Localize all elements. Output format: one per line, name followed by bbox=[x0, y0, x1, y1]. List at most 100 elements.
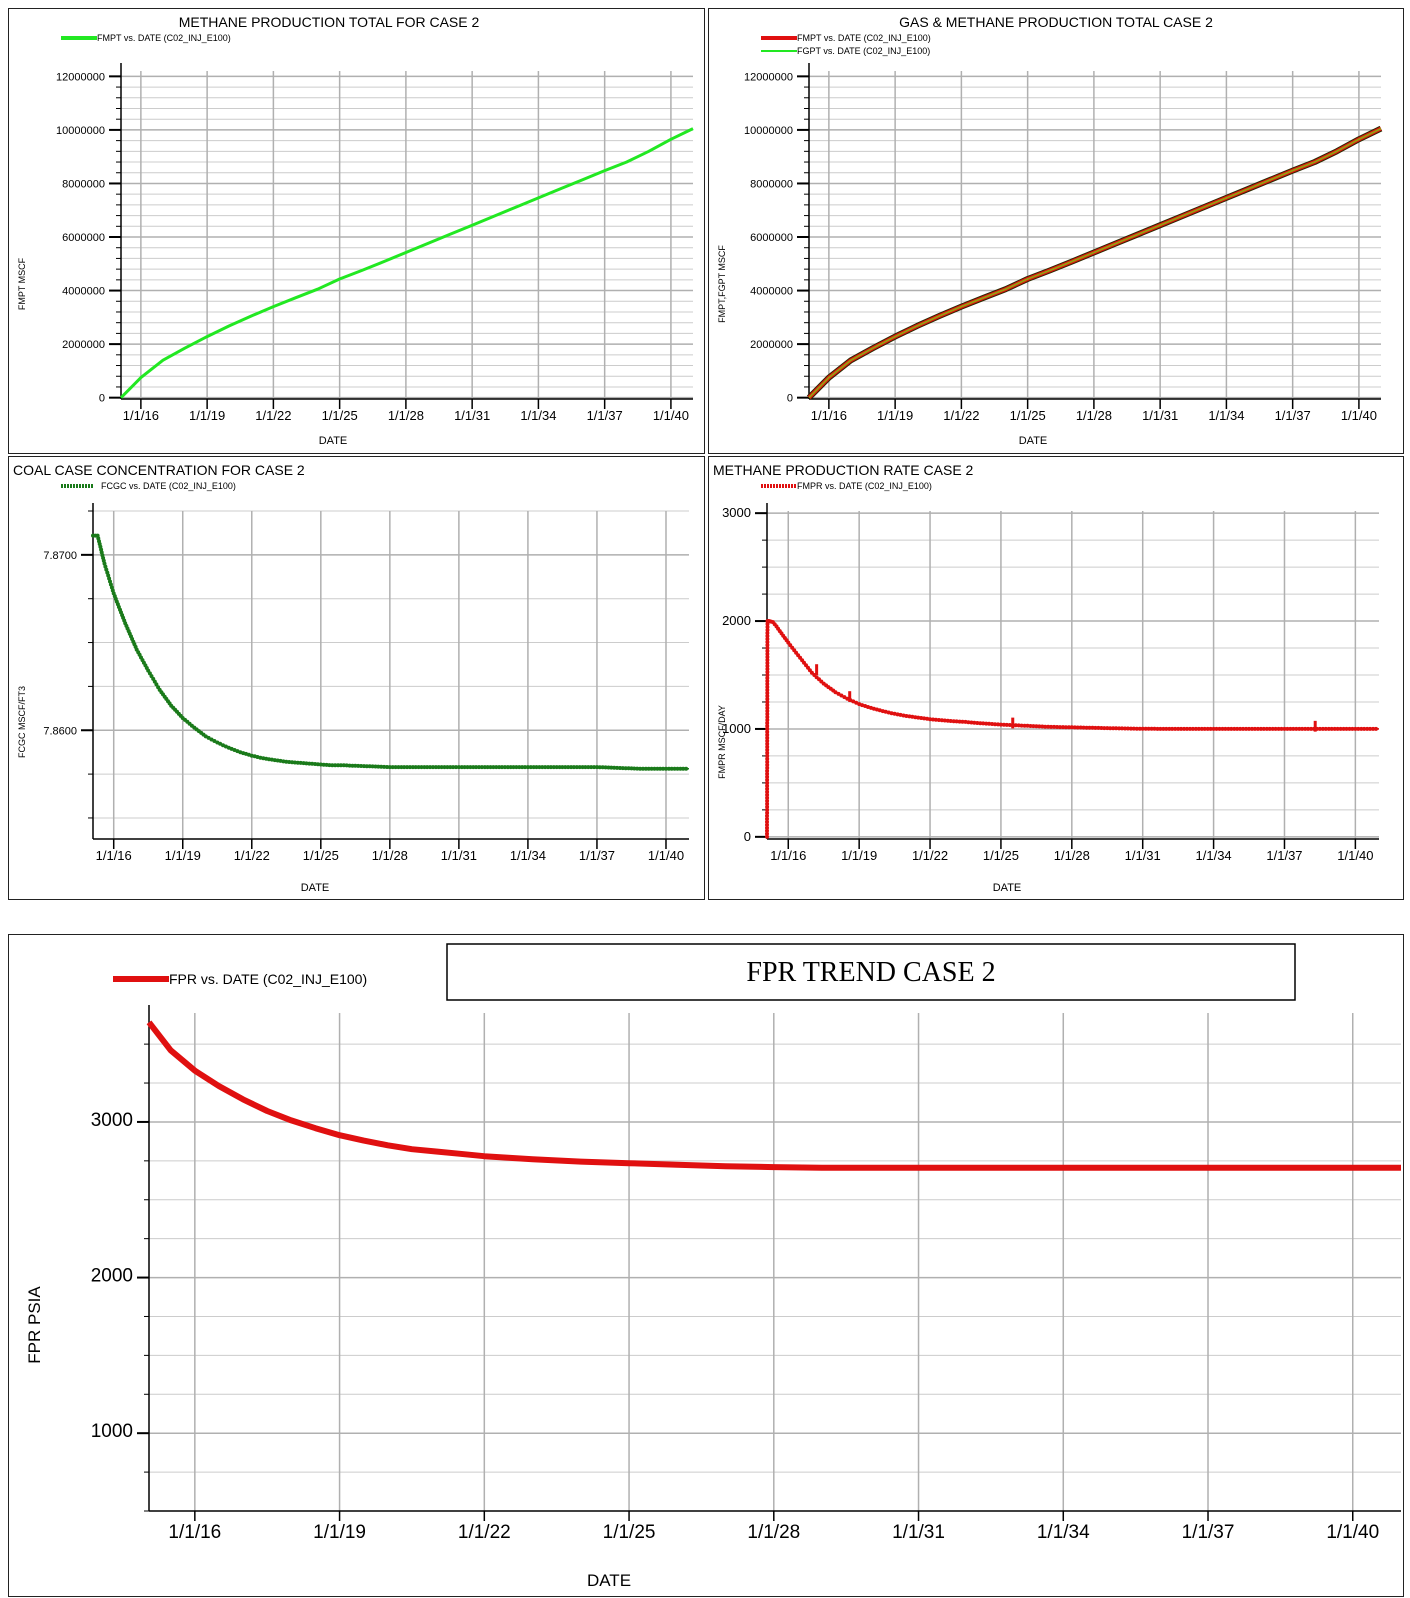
x-tick-label: 1/1/16 bbox=[123, 408, 159, 423]
data-point bbox=[765, 783, 770, 788]
data-point bbox=[931, 717, 935, 722]
data-point bbox=[1309, 726, 1314, 731]
data-point bbox=[560, 765, 565, 770]
data-point bbox=[1185, 726, 1189, 731]
legend-label: FMPR vs. DATE (C02_INJ_E100) bbox=[797, 481, 932, 491]
data-point bbox=[839, 693, 844, 698]
data-point bbox=[615, 765, 620, 770]
data-point bbox=[1190, 726, 1195, 731]
data-point bbox=[883, 709, 888, 714]
x-tick-label: 1/1/28 bbox=[372, 848, 408, 863]
data-point bbox=[765, 759, 770, 764]
data-point bbox=[425, 765, 430, 770]
data-point bbox=[939, 718, 944, 723]
y-tick-label: 12000000 bbox=[56, 71, 105, 83]
data-point bbox=[765, 628, 770, 632]
data-point bbox=[851, 699, 856, 704]
data-point bbox=[765, 682, 770, 686]
y-tick-label: 4000000 bbox=[750, 286, 793, 298]
data-point bbox=[765, 631, 770, 635]
data-point bbox=[505, 765, 510, 770]
data-point bbox=[765, 786, 770, 791]
data-point bbox=[367, 764, 372, 769]
data-point bbox=[410, 765, 415, 770]
chart-title: GAS & METHANE PRODUCTION TOTAL CASE 2 bbox=[899, 14, 1213, 30]
data-point bbox=[765, 771, 770, 776]
data-point bbox=[1173, 726, 1178, 731]
data-point bbox=[765, 721, 770, 725]
data-point bbox=[1063, 725, 1068, 730]
data-point bbox=[765, 831, 769, 836]
x-tick-label: 1/1/28 bbox=[388, 408, 424, 423]
data-point bbox=[1338, 726, 1343, 731]
x-tick-label: 1/1/16 bbox=[168, 1522, 221, 1543]
data-point bbox=[419, 765, 424, 770]
data-point bbox=[574, 765, 579, 770]
data-point bbox=[433, 765, 438, 770]
y-tick-label: 8000000 bbox=[62, 178, 105, 190]
data-point bbox=[1134, 726, 1139, 731]
data-point bbox=[996, 722, 1000, 727]
data-point bbox=[107, 576, 112, 581]
data-point bbox=[1335, 726, 1340, 731]
data-point bbox=[765, 712, 770, 716]
data-point bbox=[1244, 726, 1249, 731]
data-point bbox=[649, 766, 654, 771]
data-point bbox=[1220, 726, 1225, 731]
data-point bbox=[528, 765, 533, 770]
data-point bbox=[413, 765, 418, 770]
data-point bbox=[431, 765, 435, 770]
data-point bbox=[402, 765, 407, 770]
data-point bbox=[307, 761, 312, 766]
data-point bbox=[765, 667, 770, 671]
data-point bbox=[336, 763, 341, 768]
data-point bbox=[646, 766, 651, 771]
x-tick-label: 1/1/16 bbox=[770, 848, 806, 863]
plot-area: 0 2000000 4000000 6000000 8000000 10000000 120… bbox=[744, 63, 1383, 423]
data-point bbox=[984, 721, 989, 726]
data-point bbox=[1261, 726, 1266, 731]
data-point bbox=[1007, 723, 1012, 727]
x-axis-label: DATE bbox=[587, 1571, 631, 1590]
data-point bbox=[1069, 725, 1074, 730]
data-point bbox=[1326, 726, 1331, 731]
x-tick-label: 1/1/22 bbox=[943, 408, 979, 423]
data-point bbox=[292, 760, 297, 765]
y-tick-label: 4000000 bbox=[62, 286, 105, 298]
y-axis-label: FMPT MSCF bbox=[17, 257, 27, 310]
data-point bbox=[916, 715, 921, 720]
data-point bbox=[428, 765, 433, 770]
data-point bbox=[330, 763, 335, 768]
data-point bbox=[382, 764, 387, 769]
y-tick-label: 7.8600 bbox=[43, 725, 77, 737]
data-point bbox=[571, 765, 576, 770]
x-tick-label: 1/1/31 bbox=[454, 408, 490, 423]
data-point bbox=[1102, 726, 1107, 731]
data-point bbox=[370, 764, 375, 769]
data-point bbox=[666, 766, 671, 771]
data-point bbox=[635, 766, 640, 771]
series-line bbox=[808, 127, 1382, 399]
x-tick-label: 1/1/40 bbox=[653, 408, 689, 423]
data-point bbox=[1155, 726, 1160, 731]
data-point bbox=[765, 810, 770, 815]
data-point bbox=[969, 720, 974, 725]
plot-area: 1000 2000 3000 1/1/16 1/1/19 1/1/22 1/1/25 1/1/… bbox=[91, 1005, 1401, 1543]
x-tick-label: 1/1/22 bbox=[234, 848, 270, 863]
data-point bbox=[632, 766, 637, 771]
data-point bbox=[534, 765, 539, 770]
data-point bbox=[765, 724, 770, 728]
data-point bbox=[960, 719, 965, 724]
data-point bbox=[405, 765, 410, 770]
data-point bbox=[1208, 726, 1213, 731]
data-point bbox=[1344, 726, 1349, 731]
data-point bbox=[765, 634, 770, 638]
data-point bbox=[765, 753, 770, 758]
data-point bbox=[975, 721, 980, 725]
data-point bbox=[1034, 724, 1039, 729]
data-point bbox=[497, 765, 502, 770]
data-point bbox=[765, 756, 770, 761]
data-point bbox=[327, 763, 332, 768]
data-point bbox=[1025, 723, 1030, 728]
data-point bbox=[1105, 726, 1110, 731]
